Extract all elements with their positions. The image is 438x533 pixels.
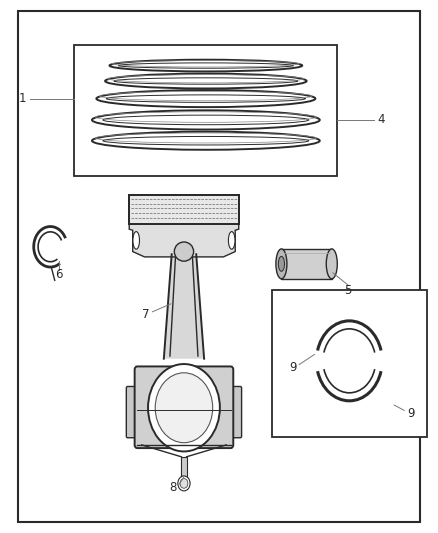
Ellipse shape — [279, 256, 284, 271]
Ellipse shape — [110, 60, 302, 71]
Bar — [181, 457, 187, 480]
Ellipse shape — [133, 231, 139, 249]
Ellipse shape — [276, 249, 287, 279]
Circle shape — [148, 364, 220, 451]
Ellipse shape — [228, 231, 235, 249]
Text: 9: 9 — [289, 361, 297, 374]
Ellipse shape — [106, 95, 305, 102]
Ellipse shape — [92, 132, 320, 150]
Text: 1: 1 — [19, 92, 27, 105]
Ellipse shape — [103, 115, 309, 125]
Text: 9: 9 — [407, 407, 415, 419]
Ellipse shape — [174, 242, 194, 261]
Ellipse shape — [96, 90, 315, 107]
Ellipse shape — [92, 110, 320, 130]
Text: 5: 5 — [345, 284, 352, 297]
Polygon shape — [129, 224, 239, 257]
Text: 6: 6 — [55, 268, 63, 281]
Bar — [281, 249, 332, 279]
Bar — [129, 195, 239, 224]
Text: 4: 4 — [377, 114, 385, 126]
Ellipse shape — [103, 136, 309, 145]
FancyBboxPatch shape — [230, 386, 242, 438]
FancyBboxPatch shape — [126, 386, 138, 438]
Text: 7: 7 — [142, 308, 150, 321]
Bar — [272, 290, 427, 437]
Text: 8: 8 — [170, 481, 177, 494]
Circle shape — [155, 373, 213, 443]
Ellipse shape — [105, 74, 307, 88]
Bar — [74, 45, 337, 176]
Ellipse shape — [326, 249, 337, 279]
FancyBboxPatch shape — [134, 366, 233, 448]
Ellipse shape — [118, 63, 293, 68]
Polygon shape — [164, 254, 204, 359]
Circle shape — [178, 476, 190, 491]
Ellipse shape — [114, 78, 298, 84]
Circle shape — [180, 479, 188, 488]
